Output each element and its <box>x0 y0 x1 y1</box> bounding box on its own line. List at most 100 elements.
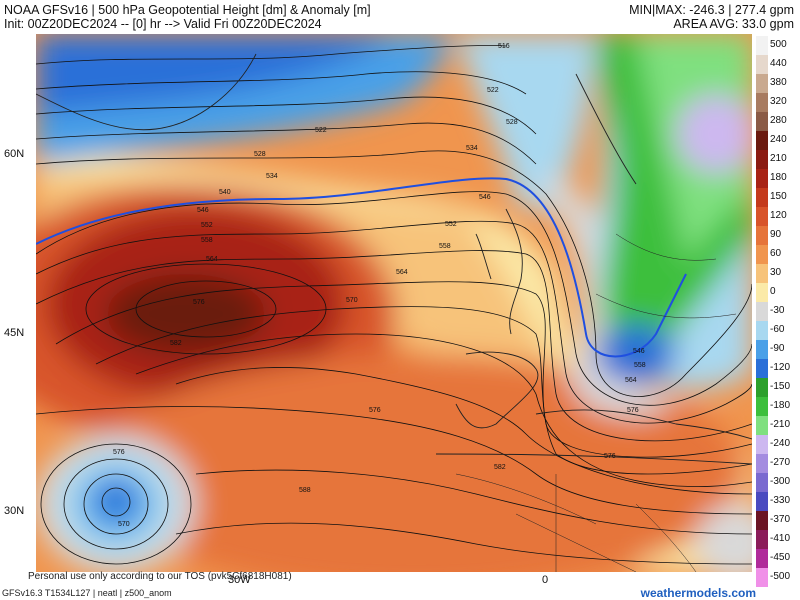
colorbar-swatch <box>756 568 768 587</box>
lat-label-30n: 30N <box>4 505 25 517</box>
colorbar-entry: -410 <box>756 530 796 549</box>
colorbar-swatch <box>756 473 768 492</box>
colorbar-label: 150 <box>770 191 787 202</box>
colorbar-label: -180 <box>770 400 791 411</box>
colorbar-swatch <box>756 283 768 302</box>
country-borders <box>455 233 737 572</box>
contour-label: 576 <box>604 453 616 460</box>
geopotential-anomaly-map: 516 522 522 528 528 534 534 540 546 552 558 564 564 5… <box>36 34 752 572</box>
area-average-readout: AREA AVG: 33.0 gpm <box>673 17 794 31</box>
contour-label: 522 <box>487 87 499 94</box>
colorbar-label: 90 <box>770 229 782 240</box>
colorbar-entry: -180 <box>756 397 796 416</box>
colorbar-swatch <box>756 435 768 454</box>
colorbar-swatch <box>756 321 768 340</box>
colorbar-entry: 0 <box>756 283 796 302</box>
contour-label: 576 <box>113 449 125 456</box>
site-brand: weathermodels.com <box>640 586 756 600</box>
chart-title: NOAA GFSv16 | 500 hPa Geopotential Heigh… <box>4 3 371 17</box>
colorbar-entry: -270 <box>756 454 796 473</box>
colorbar-entry: -150 <box>756 378 796 397</box>
colorbar-entry: 240 <box>756 131 796 150</box>
contour-label: 558 <box>634 362 646 369</box>
contour-label: 576 <box>627 407 639 414</box>
colorbar-label: 120 <box>770 210 787 221</box>
colorbar-label: 60 <box>770 248 782 259</box>
contour-label: 588 <box>299 487 311 494</box>
colorbar-swatch <box>756 169 768 188</box>
colorbar-entry: 320 <box>756 93 796 112</box>
colorbar-swatch <box>756 36 768 55</box>
colorbar-entry: -120 <box>756 359 796 378</box>
colorbar-entry: -90 <box>756 340 796 359</box>
contour-label: 582 <box>170 340 182 347</box>
colorbar-entry: 150 <box>756 188 796 207</box>
init-valid-time: Init: 00Z20DEC2024 -- [0] hr --> Valid F… <box>4 17 322 31</box>
colorbar-swatch <box>756 416 768 435</box>
colorbar-entry: 180 <box>756 169 796 188</box>
colorbar-swatch <box>756 549 768 568</box>
contour-labels: 516 522 522 528 528 534 534 540 546 552 558 564 564 5… <box>113 43 646 528</box>
contour-label: 552 <box>445 221 457 228</box>
colorbar-entry: 90 <box>756 226 796 245</box>
anomaly-colorbar: 500 440 380 320 280 240 210 180 150 120 90 60 30 0 -30… <box>756 36 796 587</box>
personal-use-note: Personal use only according to our TOS (… <box>28 571 292 582</box>
colorbar-entry: 120 <box>756 207 796 226</box>
colorbar-entry: -450 <box>756 549 796 568</box>
colorbar-label: -90 <box>770 343 785 354</box>
colorbar-swatch <box>756 131 768 150</box>
colorbar-label: 320 <box>770 96 787 107</box>
colorbar-entry: -210 <box>756 416 796 435</box>
colorbar-entry: -500 <box>756 568 796 587</box>
contour-label: 564 <box>396 269 408 276</box>
colorbar-label: -210 <box>770 419 791 430</box>
colorbar-label: 30 <box>770 267 782 278</box>
contour-label: 582 <box>494 464 506 471</box>
contour-label: 576 <box>193 299 205 306</box>
colorbar-swatch <box>756 264 768 283</box>
colorbar-label: -300 <box>770 476 791 487</box>
colorbar-swatch <box>756 93 768 112</box>
colorbar-swatch <box>756 226 768 245</box>
colorbar-label: -270 <box>770 457 791 468</box>
colorbar-label: -450 <box>770 552 791 563</box>
contour-label: 564 <box>625 377 637 384</box>
colorbar-swatch <box>756 188 768 207</box>
contour-label: 546 <box>479 194 491 201</box>
contour-label: 546 <box>197 207 209 214</box>
contour-540-highlight <box>36 177 687 358</box>
colorbar-swatch <box>756 454 768 473</box>
colorbar-entry: 500 <box>756 36 796 55</box>
colorbar-label: 0 <box>770 286 776 297</box>
colorbar-entry: 30 <box>756 264 796 283</box>
colorbar-swatch <box>756 397 768 416</box>
colorbar-label: -240 <box>770 438 791 449</box>
contour-label: 528 <box>254 151 266 158</box>
contour-label: 528 <box>506 119 518 126</box>
colorbar-swatch <box>756 245 768 264</box>
contour-label: 534 <box>266 173 278 180</box>
colorbar-label: 210 <box>770 153 787 164</box>
colorbar-label: -30 <box>770 305 785 316</box>
colorbar-label: 240 <box>770 134 787 145</box>
colorbar-label: 380 <box>770 77 787 88</box>
contour-label: 552 <box>201 222 213 229</box>
colorbar-swatch <box>756 530 768 549</box>
colorbar-entry: 210 <box>756 150 796 169</box>
colorbar-label: 180 <box>770 172 787 183</box>
colorbar-label: -120 <box>770 362 791 373</box>
coastlines <box>36 53 752 465</box>
contour-label: 564 <box>206 256 218 263</box>
colorbar-swatch <box>756 74 768 93</box>
lon-label-0: 0 <box>542 574 549 586</box>
contour-label: 546 <box>633 348 645 355</box>
colorbar-swatch <box>756 302 768 321</box>
contour-label: 558 <box>201 237 213 244</box>
colorbar-label: -370 <box>770 514 791 525</box>
colorbar-swatch <box>756 150 768 169</box>
colorbar-entry: 280 <box>756 112 796 131</box>
lat-label-45n: 45N <box>4 327 25 339</box>
contour-label: 576 <box>369 407 381 414</box>
colorbar-label: 280 <box>770 115 787 126</box>
colorbar-label: -330 <box>770 495 791 506</box>
